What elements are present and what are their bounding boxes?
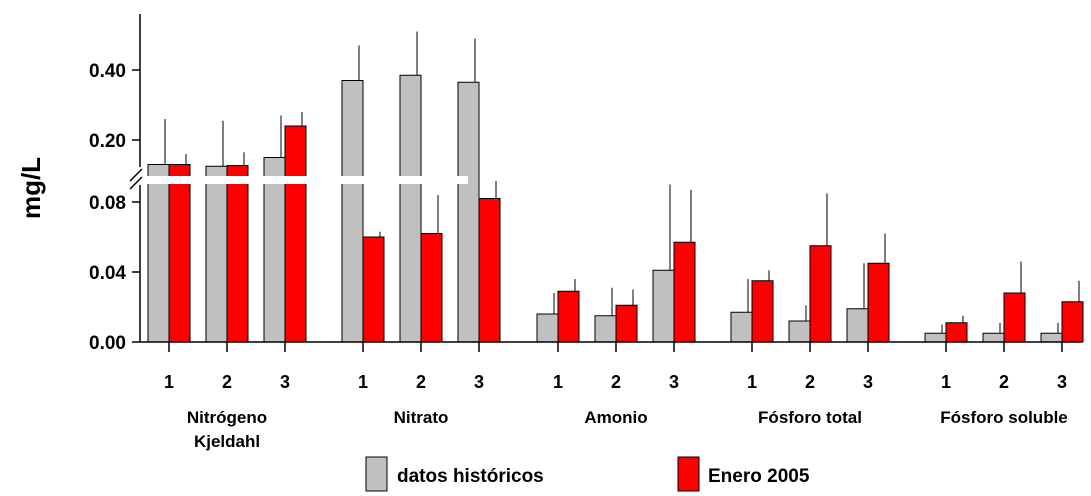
x-category-label-2: 3: [280, 372, 290, 392]
bar-historical-12: [924, 332, 947, 343]
legend-label-0: datos históricos: [397, 466, 544, 487]
bar-jan2005-6: [557, 290, 580, 343]
bar-jan2005-11: [867, 262, 890, 343]
x-category-label-13: 2: [999, 372, 1009, 392]
x-category-label-0: 1: [164, 372, 174, 392]
bar-jan2005-14: [1061, 301, 1084, 343]
axis-break-band: [128, 176, 468, 184]
group-label-1: Nitrato: [394, 408, 449, 427]
x-category-label-12: 1: [941, 372, 951, 392]
bar-historical-4: [399, 74, 422, 343]
group-label-4: Fósforo soluble: [940, 408, 1068, 427]
bar-jan2005-5: [478, 198, 501, 343]
x-category-label-14: 3: [1057, 372, 1067, 392]
axis-break-mark-1: [129, 168, 143, 182]
y-tick-labels: 0.00 0.04 0.08 0.20 0.40: [89, 61, 126, 354]
y-tick-label-0: 0.00: [89, 333, 126, 354]
group-label-2: Amonio: [584, 408, 647, 427]
x-category-label-6: 1: [553, 372, 563, 392]
y-tick-label-4: 0.40: [89, 61, 126, 82]
legend-swatch-0: [365, 456, 388, 492]
bar-jan2005-0: [168, 164, 191, 343]
bar-historical-1: [205, 165, 228, 343]
x-group-labels: Nitrógeno Kjeldahl Nitrato Amonio Fósforo to…: [187, 408, 1068, 451]
x-category-labels: 1 2 3 1 2 3 1 2 3 1 2 3 1 2 3: [164, 372, 1067, 392]
x-category-label-11: 3: [863, 372, 873, 392]
bar-jan2005-3: [362, 236, 385, 343]
bar-historical-3: [341, 80, 364, 343]
bar-jan2005-8: [673, 241, 696, 343]
x-category-label-8: 3: [669, 372, 679, 392]
bar-historical-0: [147, 164, 170, 343]
bar-jan2005-2: [284, 125, 307, 343]
x-category-label-5: 3: [474, 372, 484, 392]
group-label-3: Fósforo total: [758, 408, 862, 427]
bar-historical-11: [846, 308, 869, 343]
legend: datos históricos Enero 2005: [365, 456, 810, 492]
bar-historical-7: [594, 315, 617, 343]
y-axis: [129, 14, 1082, 352]
bar-historical-2: [263, 157, 286, 343]
axis-break-mark-2: [129, 176, 143, 190]
bar-jan2005-9: [751, 280, 774, 343]
bar-jan2005-4: [420, 233, 443, 343]
bar-jan2005-10: [809, 245, 832, 343]
bar-historical-10: [788, 320, 811, 343]
bar-historical-14: [1040, 332, 1063, 343]
y-axis-label: mg/L: [16, 157, 46, 219]
bar-jan2005-12: [945, 322, 968, 343]
error-bars-layer: [164, 31, 1080, 334]
bar-jan2005-7: [615, 304, 638, 343]
bar-historical-6: [536, 313, 559, 343]
x-category-label-10: 2: [805, 372, 815, 392]
legend-label-1: Enero 2005: [708, 466, 810, 487]
bar-historical-13: [982, 332, 1005, 343]
x-category-label-7: 2: [611, 372, 621, 392]
bar-jan2005-1: [226, 165, 249, 343]
bar-jan2005-13: [1003, 292, 1026, 343]
legend-swatch-1: [677, 456, 700, 492]
x-category-label-4: 2: [416, 372, 426, 392]
y-tick-label-2: 0.08: [89, 193, 126, 214]
x-category-label-1: 2: [222, 372, 232, 392]
x-category-label-3: 1: [358, 372, 368, 392]
bar-historical-8: [652, 269, 675, 343]
group-label-0-line2: Kjeldahl: [194, 432, 260, 451]
x-category-label-9: 1: [747, 372, 757, 392]
bar-historical-9: [730, 311, 753, 343]
group-label-0-line1: Nitrógeno: [187, 408, 267, 427]
bar-historical-5: [457, 81, 480, 343]
y-tick-label-3: 0.20: [89, 131, 126, 152]
bars-layer: [128, 74, 1084, 343]
y-tick-label-1: 0.04: [89, 263, 126, 284]
